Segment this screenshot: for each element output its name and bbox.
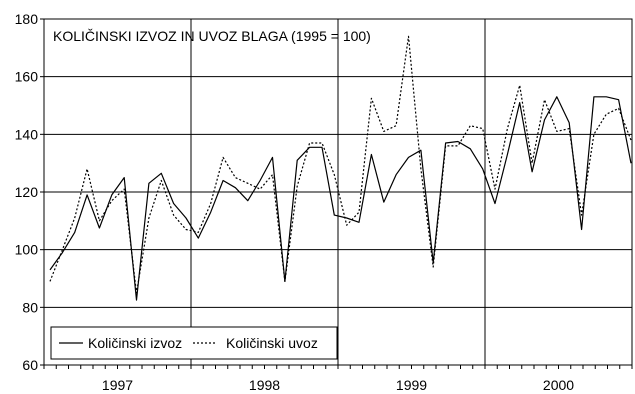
x-tick-label: 1999: [396, 377, 427, 393]
legend-label: Količinski uvoz: [226, 335, 318, 351]
series-line-uvoz: [49, 35, 632, 294]
y-tick-label: 120: [15, 184, 39, 200]
y-tick-label: 180: [15, 11, 39, 27]
x-tick-label: 1998: [249, 377, 280, 393]
chart-title: KOLIČINSKI IZVOZ IN UVOZ BLAGA (1995 = 1…: [53, 28, 371, 44]
legend-label: Količinski izvoz: [88, 335, 182, 351]
series-line-izvoz: [49, 96, 632, 301]
grid-layer: [44, 19, 632, 365]
x-tick-label: 1997: [102, 377, 133, 393]
y-tick-label: 80: [22, 299, 38, 315]
y-tick-label: 160: [15, 69, 39, 85]
series-layer: [49, 35, 632, 301]
legend: Količinski izvoz Količinski uvoz: [50, 326, 338, 360]
y-tick-label: 140: [15, 126, 39, 142]
axis-layer: 60 80 100 120 140 160 180 1997 1998 1999 2000: [15, 11, 633, 393]
x-tick-label: 2000: [543, 377, 574, 393]
y-tick-label: 60: [22, 357, 38, 373]
y-tick-label: 100: [15, 242, 39, 258]
